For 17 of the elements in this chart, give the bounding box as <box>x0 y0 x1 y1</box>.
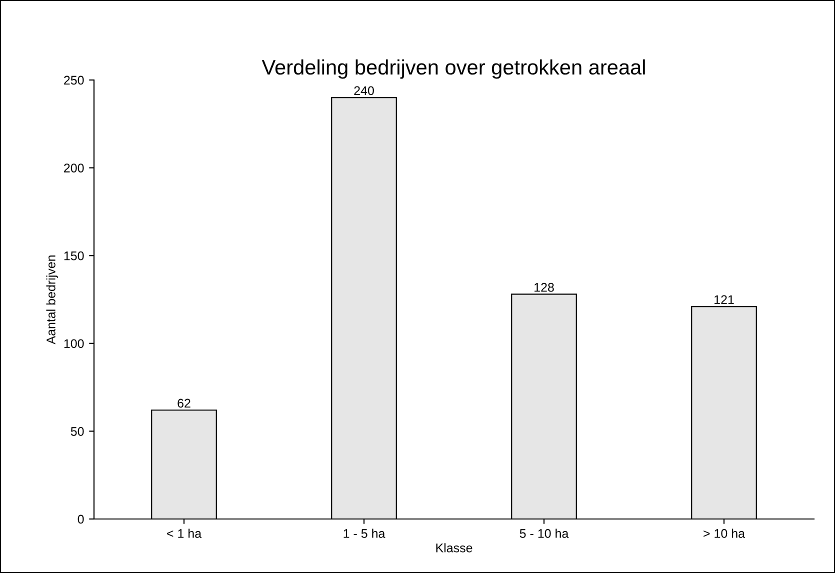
data-label: 128 <box>534 282 554 292</box>
y-tick-label: 150 <box>64 251 84 260</box>
x-axis-title: Klasse <box>436 543 472 552</box>
x-tick-label: 1 - 5 ha <box>344 528 386 538</box>
data-label: 121 <box>714 295 734 304</box>
y-tick-label: 50 <box>70 427 84 436</box>
x-tick-label: 5 - 10 ha <box>520 528 569 538</box>
x-tick-label: < 1 ha <box>167 528 202 538</box>
y-tick-label: 0 <box>78 514 84 524</box>
data-label: 240 <box>354 86 374 96</box>
y-tick-label: 100 <box>64 339 84 348</box>
chart-title: Verdeling bedrijven over getrokken areaal <box>262 59 645 79</box>
y-tick-label: 200 <box>64 164 84 172</box>
y-axis-title: Aantal bedrijven <box>46 255 58 344</box>
y-tick-label: 250 <box>64 76 84 85</box>
x-tick-label: > 10 ha <box>704 528 746 538</box>
data-label: 62 <box>178 398 190 408</box>
